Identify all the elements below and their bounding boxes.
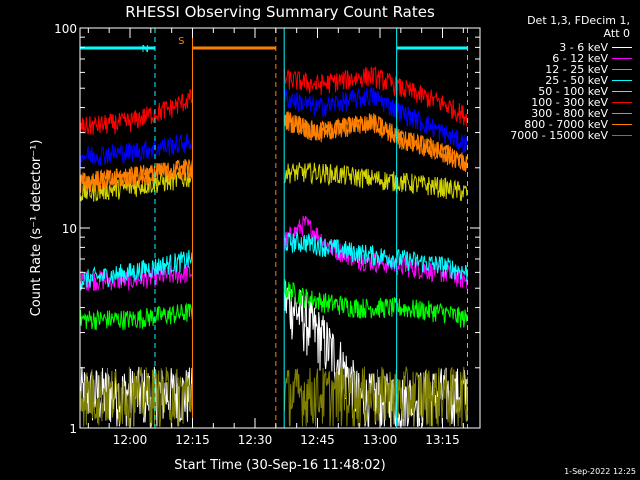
series-12-25-kev	[79, 279, 468, 331]
legend-swatch	[612, 102, 632, 103]
series-7000-15000-kev	[79, 366, 468, 427]
legend-swatch	[612, 124, 632, 125]
legend-item: 25 - 50 keV	[545, 74, 632, 87]
legend-swatch	[612, 80, 632, 81]
legend-header-line: Att 0	[603, 27, 630, 40]
legend-item: 6 - 12 keV	[552, 52, 632, 65]
legend-label: 800 - 7000 keV	[524, 118, 608, 131]
night-marker-label: N	[142, 44, 149, 55]
legend-label: 3 - 6 keV	[559, 41, 608, 54]
legend-swatch	[612, 47, 632, 48]
x-tick-label: 12:30	[238, 433, 273, 447]
x-tick-label: 12:45	[300, 433, 335, 447]
y-tick-label: 10	[62, 222, 77, 236]
x-tick-label: 13:15	[425, 433, 460, 447]
legend-swatch	[612, 135, 632, 136]
legend-label: 6 - 12 keV	[552, 52, 608, 65]
legend-swatch	[612, 113, 632, 114]
series-line	[79, 215, 468, 292]
legend-label: 300 - 800 keV	[531, 107, 608, 120]
legend-item: 3 - 6 keV	[559, 41, 632, 54]
series-25-50-kev	[79, 231, 468, 291]
legend-label: 25 - 50 keV	[545, 74, 608, 87]
legend-label: 7000 - 15000 keV	[510, 129, 608, 142]
legend-label: 12 - 25 keV	[545, 63, 608, 76]
series-line	[79, 279, 468, 331]
footer-timestamp: 1-Sep-2022 12:25	[564, 467, 636, 476]
saa-marker-label: S	[178, 36, 184, 47]
series-100-300-kev	[79, 65, 468, 136]
series-line	[79, 86, 468, 168]
legend-label: 100 - 300 keV	[531, 96, 608, 109]
legend-item: 300 - 800 keV	[531, 107, 632, 120]
axis-layer: 12:00 12:15 12:30 12:45 13:00 13:15 1 10 100	[54, 22, 480, 447]
legend-header-line: Det 1,3, FDecim 1,	[527, 14, 630, 27]
legend-item: 100 - 300 keV	[531, 96, 632, 109]
series-line	[79, 366, 468, 427]
y-tick-label: 100	[54, 22, 77, 36]
series-800-7000-kev	[79, 111, 468, 192]
legend-item: 12 - 25 keV	[545, 63, 632, 76]
x-tick-label: 12:15	[175, 433, 210, 447]
series-line	[79, 111, 468, 192]
legend-item: 800 - 7000 keV	[524, 118, 632, 131]
legend-swatch	[612, 58, 632, 59]
series-line	[79, 65, 468, 136]
x-tick-label: 13:00	[363, 433, 398, 447]
legend-swatch	[612, 91, 632, 92]
legend-swatch	[612, 69, 632, 70]
y-axis-label: Count Rate (s⁻¹ detector⁻¹)	[29, 140, 44, 317]
y-tick-label: 1	[69, 422, 77, 436]
chart-title: RHESSI Observing Summary Count Rates	[125, 3, 435, 21]
legend-label: 50 - 100 keV	[538, 85, 608, 98]
series-6-12-kev	[79, 215, 468, 292]
legend-item: 50 - 100 keV	[538, 85, 632, 98]
x-tick-label: 12:00	[113, 433, 148, 447]
legend-item: 7000 - 15000 keV	[510, 129, 632, 142]
x-axis-label: Start Time (30-Sep-16 11:48:02)	[174, 458, 385, 473]
series-layer	[79, 65, 468, 427]
series-unlabeled-9	[79, 86, 468, 168]
series-line	[79, 231, 468, 291]
